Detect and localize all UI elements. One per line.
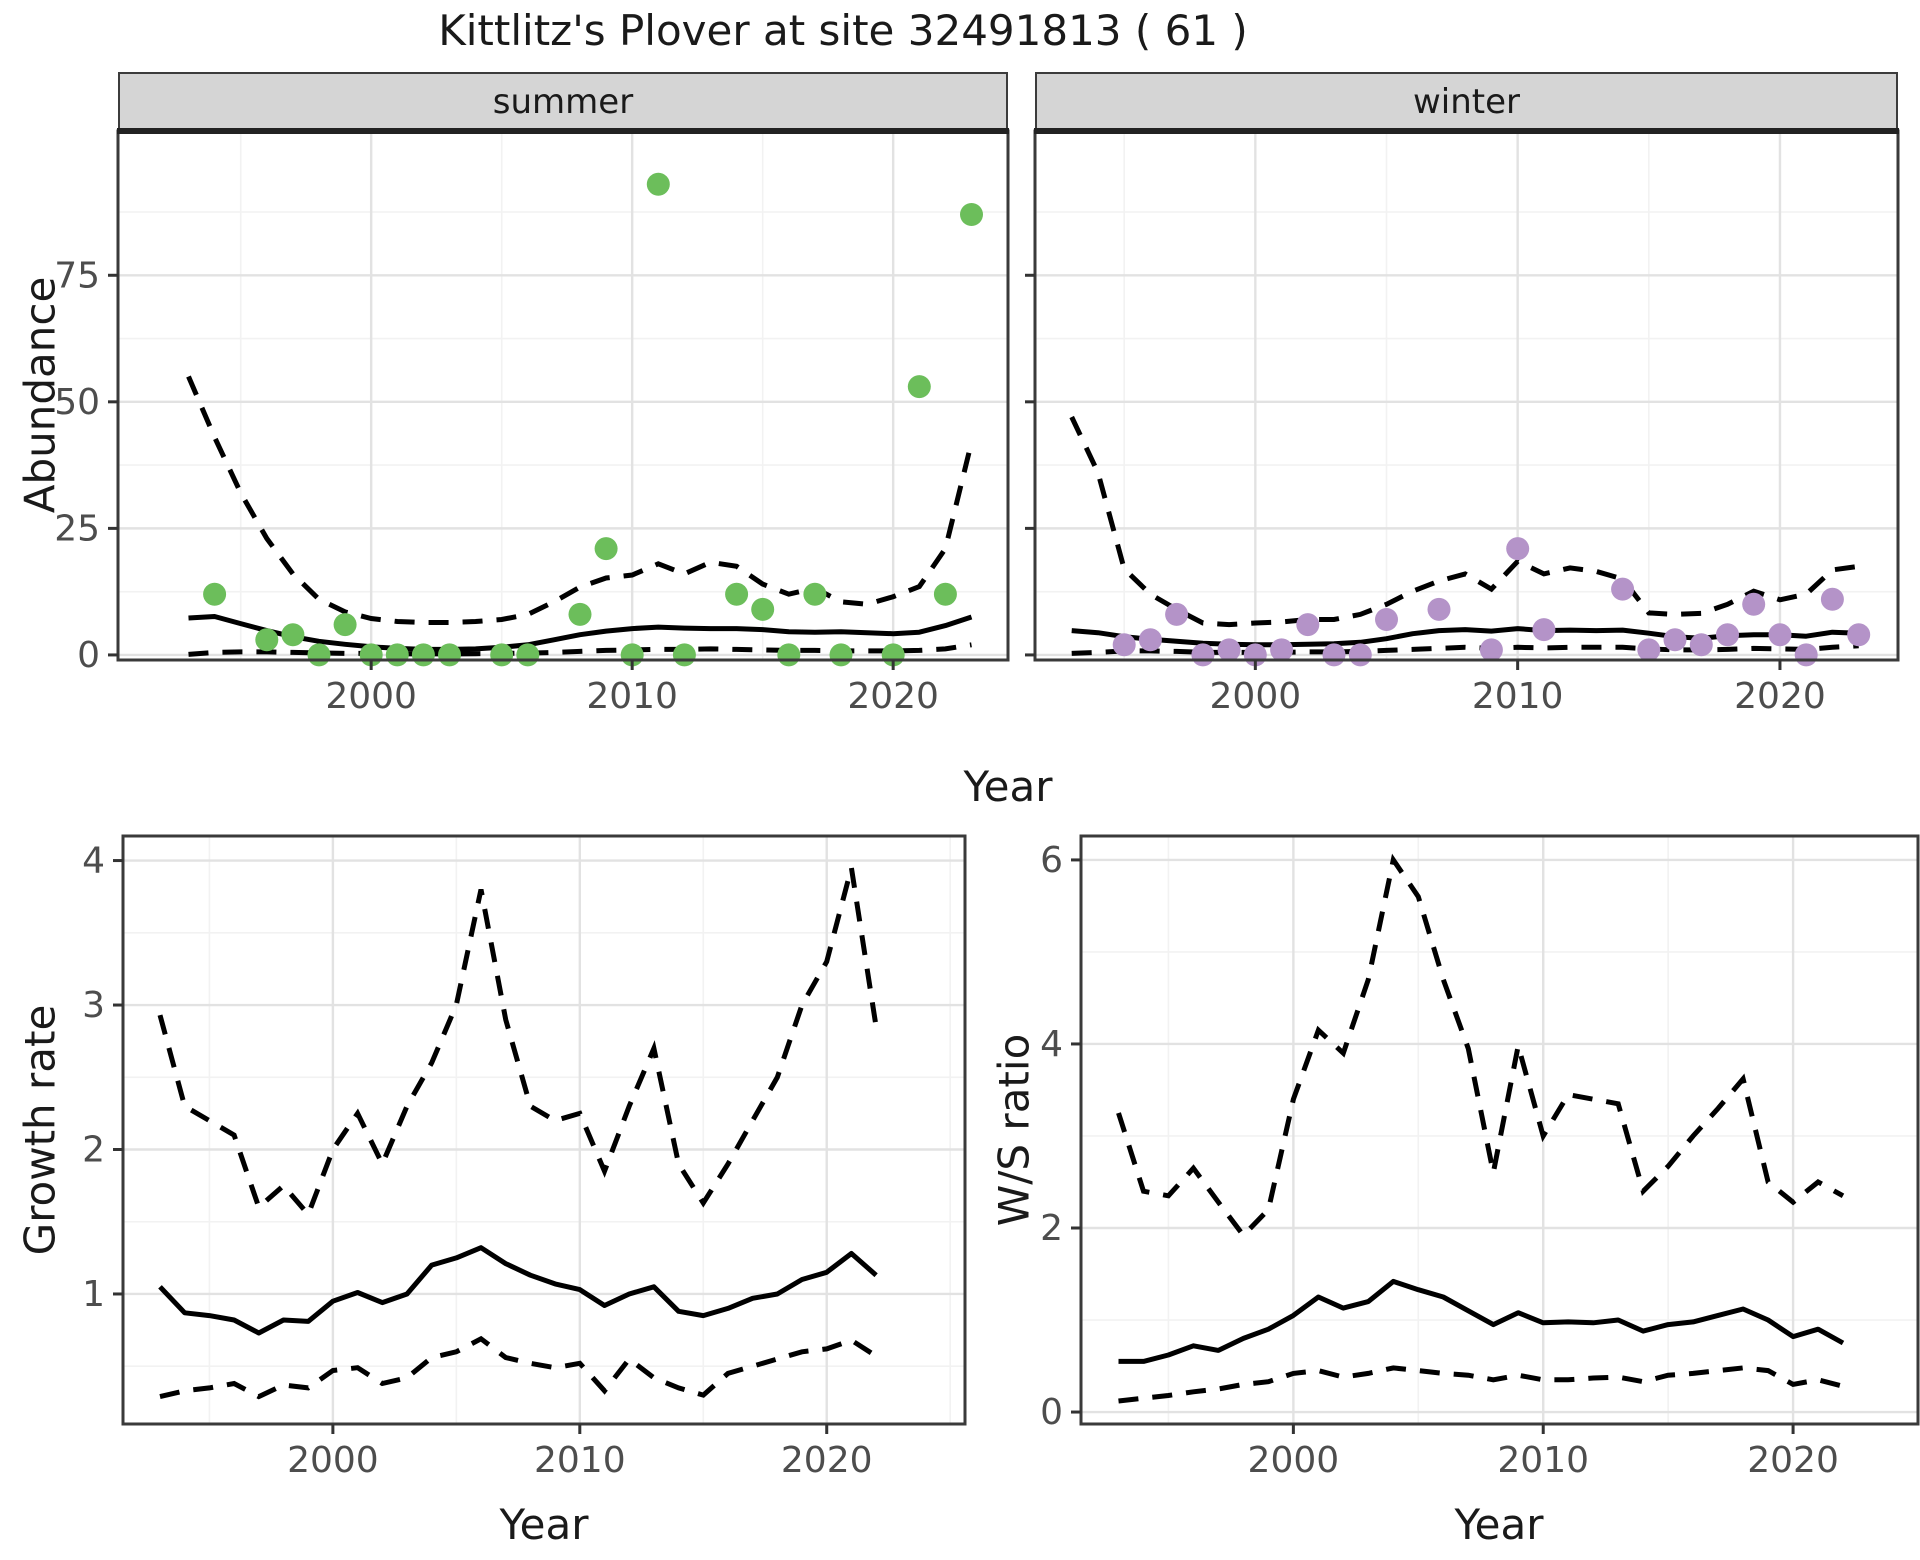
y-tick-label: 50: [54, 382, 100, 423]
data-point-summer: [333, 613, 357, 637]
panel-growth: 2000 2010 2020 1 2 3 4: [82, 834, 967, 1481]
data-point-winter: [1716, 623, 1739, 647]
data-point-summer: [751, 597, 775, 621]
panel-summer: 2000 2010 2020 0 25 50 75: [54, 128, 1010, 717]
data-point-winter: [1375, 608, 1398, 631]
data-point-summer: [516, 643, 540, 667]
data-point-winter: [1165, 602, 1189, 626]
data-point-summer: [725, 582, 749, 606]
panel-background: [1035, 131, 1898, 660]
data-point-winter: [1532, 618, 1556, 642]
data-point-winter: [1663, 628, 1687, 652]
fit-line: [188, 614, 973, 652]
lower-ci-line: [1118, 1365, 1844, 1404]
data-point-winter: [1637, 638, 1661, 662]
data-point-summer: [438, 643, 461, 667]
data-point-summer: [960, 203, 983, 226]
fit-line: [1118, 1278, 1845, 1364]
fit-line: [158, 1245, 878, 1336]
y-tick-label: 6: [1040, 840, 1063, 881]
data-point-winter: [1794, 643, 1818, 667]
data-point-summer: [594, 537, 618, 561]
data-point-summer: [281, 623, 305, 647]
data-point-summer: [255, 628, 279, 652]
panel-border: [121, 834, 967, 1426]
data-point-summer: [933, 582, 957, 606]
x-axis-title-top: Year: [963, 762, 1053, 811]
data-point-summer: [568, 602, 592, 626]
data-point-summer: [829, 643, 853, 667]
data-point-summer: [203, 582, 227, 606]
y-tick-label: 0: [77, 635, 100, 676]
data-point-winter: [1348, 643, 1372, 667]
data-point-winter: [1112, 633, 1136, 657]
data-point-winter: [1138, 628, 1162, 652]
data-point-summer: [646, 172, 670, 196]
facet-strip-summer: summer: [118, 72, 1008, 129]
data-point-winter: [1427, 597, 1451, 621]
y-tick-label: 4: [82, 841, 105, 882]
facet-strip-winter: winter: [1035, 72, 1898, 129]
data-point-summer: [307, 643, 331, 667]
panel-ws: 2000 2010 2020 0 2 4 6: [1040, 834, 1920, 1481]
x-axis-title-ws: Year: [1454, 1500, 1544, 1549]
data-point-winter: [1479, 638, 1503, 662]
y-tick-label: 1: [82, 1274, 105, 1315]
data-point-summer: [672, 643, 696, 667]
panel-background: [118, 131, 1008, 660]
x-tick-label: 2010: [1472, 676, 1564, 717]
x-tick-label: 2010: [534, 1440, 626, 1481]
panel-border: [1079, 834, 1920, 1426]
data-point-winter: [1611, 577, 1635, 601]
upper-ci-line: [157, 867, 879, 1220]
data-point-winter: [1847, 623, 1871, 647]
data-point-winter: [1191, 643, 1215, 667]
y-tick-label: 2: [82, 1130, 105, 1171]
x-tick-label: 2000: [287, 1440, 379, 1481]
data-point-summer: [803, 582, 827, 606]
y-tick-label: 75: [54, 255, 100, 296]
y-tick-label: 2: [1040, 1208, 1063, 1249]
data-point-summer: [411, 643, 435, 667]
lower-ci-line: [159, 1335, 878, 1400]
data-point-winter: [1768, 623, 1792, 647]
data-point-winter: [1820, 587, 1844, 611]
facet-strip-winter-label: winter: [1412, 81, 1521, 122]
data-point-winter: [1296, 613, 1320, 637]
data-point-winter: [1322, 643, 1346, 667]
x-axis-title-growth: Year: [499, 1500, 589, 1549]
facet-strip-summer-label: summer: [492, 81, 634, 122]
data-point-summer: [385, 643, 409, 667]
data-point-winter: [1270, 638, 1294, 662]
x-tick-label: 2010: [586, 676, 678, 717]
upper-ci-line: [1069, 415, 1860, 628]
x-tick-label: 2000: [1210, 676, 1302, 717]
y-tick-label: 3: [82, 985, 105, 1026]
x-tick-label: 2020: [781, 1440, 873, 1481]
data-point-summer: [490, 643, 514, 667]
y-tick-label: 4: [1040, 1024, 1063, 1065]
y-tick-label: 0: [1040, 1392, 1063, 1433]
x-tick-label: 2020: [1734, 676, 1826, 717]
x-tick-label: 2020: [847, 676, 939, 717]
x-tick-label: 2000: [1248, 1440, 1340, 1481]
upper-ci-line: [1116, 853, 1845, 1240]
chart-title: Kittlitz's Plover at site 32491813 ( 61 …: [438, 6, 1248, 55]
data-point-winter: [1742, 592, 1766, 616]
data-point-summer: [777, 643, 801, 667]
x-tick-label: 2010: [1497, 1440, 1589, 1481]
data-point-winter: [1689, 633, 1713, 657]
panel-background: [123, 836, 965, 1424]
y-tick-label: 25: [54, 508, 100, 549]
panel-winter: 2000 2010 2020: [1025, 128, 1900, 717]
data-point-winter: [1506, 537, 1530, 561]
lower-ci-line: [1071, 643, 1859, 656]
data-point-summer: [907, 375, 931, 399]
x-tick-label: 2000: [325, 676, 417, 717]
x-tick-label: 2020: [1747, 1440, 1839, 1481]
data-point-winter: [1217, 638, 1241, 662]
